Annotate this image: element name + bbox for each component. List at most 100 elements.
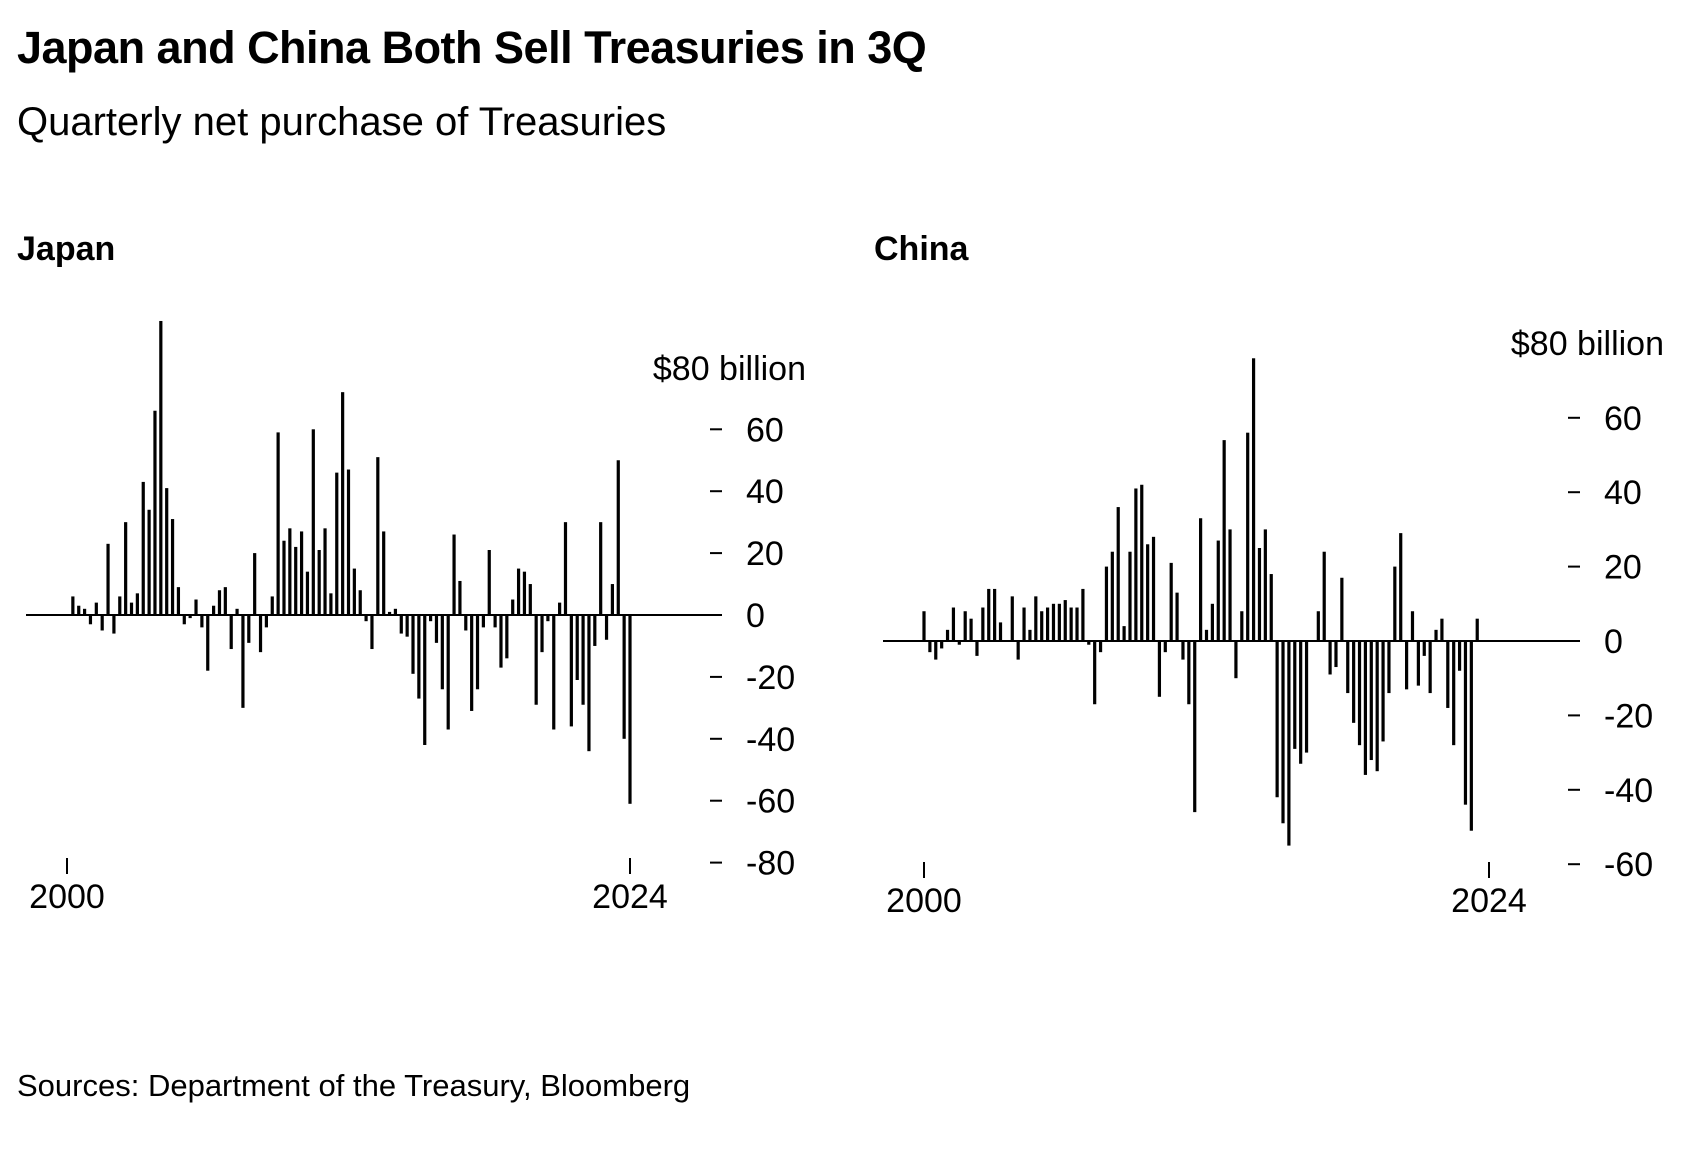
china-bar [1269, 574, 1273, 641]
japan-bar [82, 608, 87, 615]
china-bar [1045, 607, 1050, 641]
chart-subtitle: Quarterly net purchase of Treasuries [17, 100, 667, 144]
china-bar [1416, 641, 1420, 686]
china-bar [1110, 551, 1114, 641]
japan-bar [534, 615, 538, 705]
china-bar [1293, 641, 1297, 749]
china-bar [1075, 607, 1079, 641]
japan-bar [223, 587, 227, 615]
japan-bar [382, 531, 386, 615]
japan-bar [112, 615, 116, 634]
japan-bar [217, 590, 222, 615]
japan-bar [229, 615, 233, 650]
japan-bar [481, 615, 485, 628]
japan-bar [270, 596, 274, 615]
china-bar [1275, 641, 1279, 798]
japan-bar [446, 615, 450, 730]
china-panel-title: China [874, 230, 969, 268]
japan-bar [77, 605, 81, 615]
japan-bar [516, 568, 521, 615]
china-bar [1187, 641, 1191, 705]
china-bar [1228, 529, 1232, 641]
japan-bar [540, 615, 544, 653]
china-bar [987, 588, 991, 641]
china-xtick-label: 2000 [886, 882, 962, 920]
china-bar [928, 641, 932, 653]
china-bar [1193, 641, 1197, 813]
japan-bar [176, 587, 181, 615]
japan-bar [188, 615, 192, 619]
china-bar [1246, 432, 1250, 641]
china-bar [1457, 641, 1462, 671]
china-bar [1375, 641, 1379, 772]
japan-xtick-label: 2024 [592, 878, 668, 916]
china-bar [1287, 641, 1291, 846]
japan-bar [247, 615, 251, 643]
china-bar [1199, 518, 1203, 641]
japan-ytick-label: -40 [746, 721, 795, 759]
japan-bar [569, 615, 573, 727]
japan-bar [335, 472, 339, 615]
china-bar [1069, 607, 1073, 641]
china-bar [998, 622, 1003, 641]
china-bar [1422, 641, 1426, 656]
china-bar [963, 611, 967, 641]
china-bar [1387, 641, 1391, 694]
china-bar-chart: $80 billion 60 40 20 0 -20 -40 -60 2000 2024 [883, 325, 1664, 920]
china-ytick-label: -60 [1604, 846, 1653, 884]
japan-bar [417, 615, 421, 699]
japan-ytick-label: 20 [746, 535, 784, 573]
japan-bar [370, 615, 374, 650]
china-bar [1434, 629, 1438, 641]
china-bar [1328, 641, 1332, 675]
source-note: Sources: Department of the Treasury, Blo… [17, 1068, 691, 1103]
china-ytick-label: 60 [1604, 400, 1642, 438]
japan-bar [206, 615, 210, 671]
china-bar [1204, 629, 1209, 641]
japan-bar [387, 611, 392, 615]
china-bar [1322, 551, 1326, 641]
china-bar [1393, 566, 1397, 641]
japan-bar [212, 605, 216, 615]
japan-bar [593, 615, 597, 646]
china-bar [1463, 641, 1468, 805]
china-bar [1034, 596, 1038, 641]
japan-bar [581, 615, 585, 705]
china-bar [1122, 626, 1126, 641]
china-ytick-label: 20 [1604, 549, 1642, 587]
japan-bar [522, 571, 527, 615]
china-bar [1257, 548, 1262, 641]
japan-unit-label: $80 billion [653, 350, 806, 388]
china-bar [1010, 596, 1014, 641]
japan-bar [511, 599, 515, 615]
china-bar [1104, 566, 1109, 641]
japan-bar [487, 550, 491, 615]
china-bar [1240, 611, 1244, 641]
japan-bar [558, 602, 562, 615]
japan-bar [118, 596, 122, 615]
china-bar [1175, 592, 1179, 641]
china-bar [1452, 641, 1456, 746]
china-bar [1151, 536, 1156, 641]
japan-bar [288, 528, 292, 615]
china-bar [1399, 533, 1403, 641]
china-bar [1363, 641, 1368, 775]
japan-bar [599, 522, 603, 615]
china-ytick-label: -40 [1604, 772, 1653, 810]
japan-bar [622, 615, 626, 739]
china-bar [1346, 641, 1350, 694]
japan-bar [100, 615, 104, 631]
china-ytick-label: -20 [1604, 697, 1653, 735]
china-bar [1116, 507, 1120, 641]
china-bar [1063, 600, 1067, 641]
japan-bar [194, 599, 198, 615]
japan-bar [305, 571, 310, 615]
japan-bar [604, 615, 609, 640]
japan-ytick-label: 40 [746, 473, 784, 511]
china-bar [1087, 641, 1091, 645]
japan-bar [264, 615, 268, 628]
china-bar [1146, 544, 1150, 641]
china-bar [1157, 641, 1162, 697]
china-bar [1134, 488, 1138, 641]
china-bar [957, 641, 961, 645]
